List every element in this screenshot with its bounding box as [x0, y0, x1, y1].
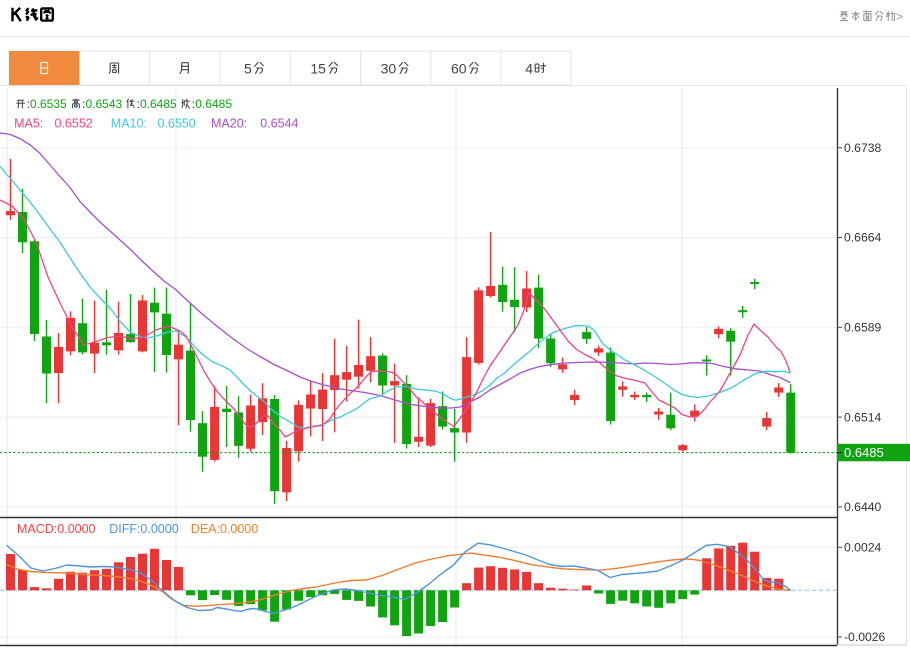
svg-text::: : — [82, 97, 85, 111]
svg-text:5: 5 — [244, 61, 252, 77]
svg-text:MA20:: MA20: — [211, 117, 247, 131]
svg-text:30: 30 — [381, 61, 397, 77]
svg-text:0.6543: 0.6543 — [86, 97, 123, 111]
svg-text:>: > — [896, 10, 903, 24]
svg-text:MA5:: MA5: — [14, 117, 43, 131]
svg-text:0.6738: 0.6738 — [844, 141, 881, 155]
svg-text:4: 4 — [525, 61, 533, 77]
svg-text:0.6485: 0.6485 — [844, 445, 884, 460]
svg-text:0.6535: 0.6535 — [30, 97, 67, 111]
svg-text:0.6552: 0.6552 — [55, 117, 93, 131]
svg-text:0.6544: 0.6544 — [260, 117, 298, 131]
svg-text:0.6664: 0.6664 — [844, 231, 881, 245]
svg-text:0.6440: 0.6440 — [844, 500, 881, 514]
svg-text::: : — [27, 97, 30, 111]
svg-text:60: 60 — [451, 61, 467, 77]
svg-text:0.0024: 0.0024 — [844, 541, 881, 555]
svg-text:DIFF:0.0000: DIFF:0.0000 — [109, 522, 179, 536]
svg-text:DEA:0.0000: DEA:0.0000 — [191, 522, 258, 536]
svg-text:0.6550: 0.6550 — [158, 117, 196, 131]
svg-text:0.6485: 0.6485 — [195, 97, 232, 111]
svg-text:0.6514: 0.6514 — [844, 410, 881, 424]
svg-text::: : — [137, 97, 140, 111]
svg-text:15: 15 — [310, 61, 326, 77]
svg-text:MACD:0.0000: MACD:0.0000 — [17, 522, 96, 536]
svg-text:-0.0026: -0.0026 — [844, 630, 886, 644]
svg-text:0.6589: 0.6589 — [844, 321, 881, 335]
svg-text:MA10:: MA10: — [111, 117, 147, 131]
svg-text::: : — [192, 97, 195, 111]
svg-text:0.6485: 0.6485 — [140, 97, 177, 111]
